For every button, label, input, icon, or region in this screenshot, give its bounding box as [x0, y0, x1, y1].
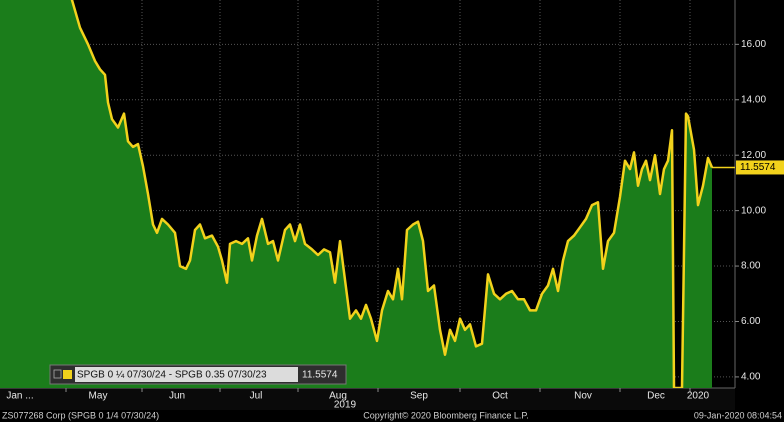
y-tick-label: 4.00: [741, 372, 761, 383]
series-line: [70, 0, 714, 388]
y-tick-label: 8.00: [741, 261, 761, 272]
x-tick-label: Jul: [250, 391, 263, 402]
footer-center: Copyright© 2020 Bloomberg Finance L.P.: [363, 410, 529, 420]
last-value-label: 11.5574: [740, 162, 776, 173]
x-tick-label: Nov: [574, 391, 592, 402]
x-tick-label: Sep: [410, 391, 428, 402]
x-tick-label: Aug: [329, 391, 347, 402]
footer-left: ZS077268 Corp (SPGB 0 1/4 07/30/24): [2, 410, 159, 420]
y-tick-label: 6.00: [741, 316, 761, 327]
x-tick-label: Oct: [492, 391, 508, 402]
axes: 4.00 6.00 8.00 10.00 12.00 14.00 16.00 Jan ... M…: [6, 39, 784, 402]
y-tick-label: 12.00: [741, 150, 766, 161]
legend-toggle[interactable]: [53, 369, 62, 379]
area-fill: [0, 0, 712, 388]
y-tick-label: 14.00: [741, 94, 766, 105]
legend-swatch: [63, 370, 72, 379]
x-tick-label: May: [89, 391, 108, 402]
plot: [0, 0, 735, 388]
x-tick-label: Jun: [169, 391, 185, 402]
y-tick-label: 10.00: [741, 205, 766, 216]
y-tick-label: 16.00: [741, 39, 766, 50]
legend: SPGB 0 ¼ 07/30/24 - SPGB 0.35 07/30/23 1…: [49, 364, 347, 385]
x-axis-band: [0, 388, 735, 410]
footer-right: 09-Jan-2020 08:04:54: [694, 410, 782, 420]
x-tick-label: Dec: [647, 391, 665, 402]
legend-highlight: [75, 367, 298, 382]
x-tick-label: 2020: [687, 391, 710, 402]
x-tick-label: Jan ...: [6, 391, 33, 402]
legend-label: SPGB 0 ¼ 07/30/24 - SPGB 0.35 07/30/23: [77, 369, 267, 381]
last-value-box: [736, 160, 784, 175]
year-label: 2019: [334, 400, 357, 411]
legend-value: 11.5574: [302, 370, 338, 381]
